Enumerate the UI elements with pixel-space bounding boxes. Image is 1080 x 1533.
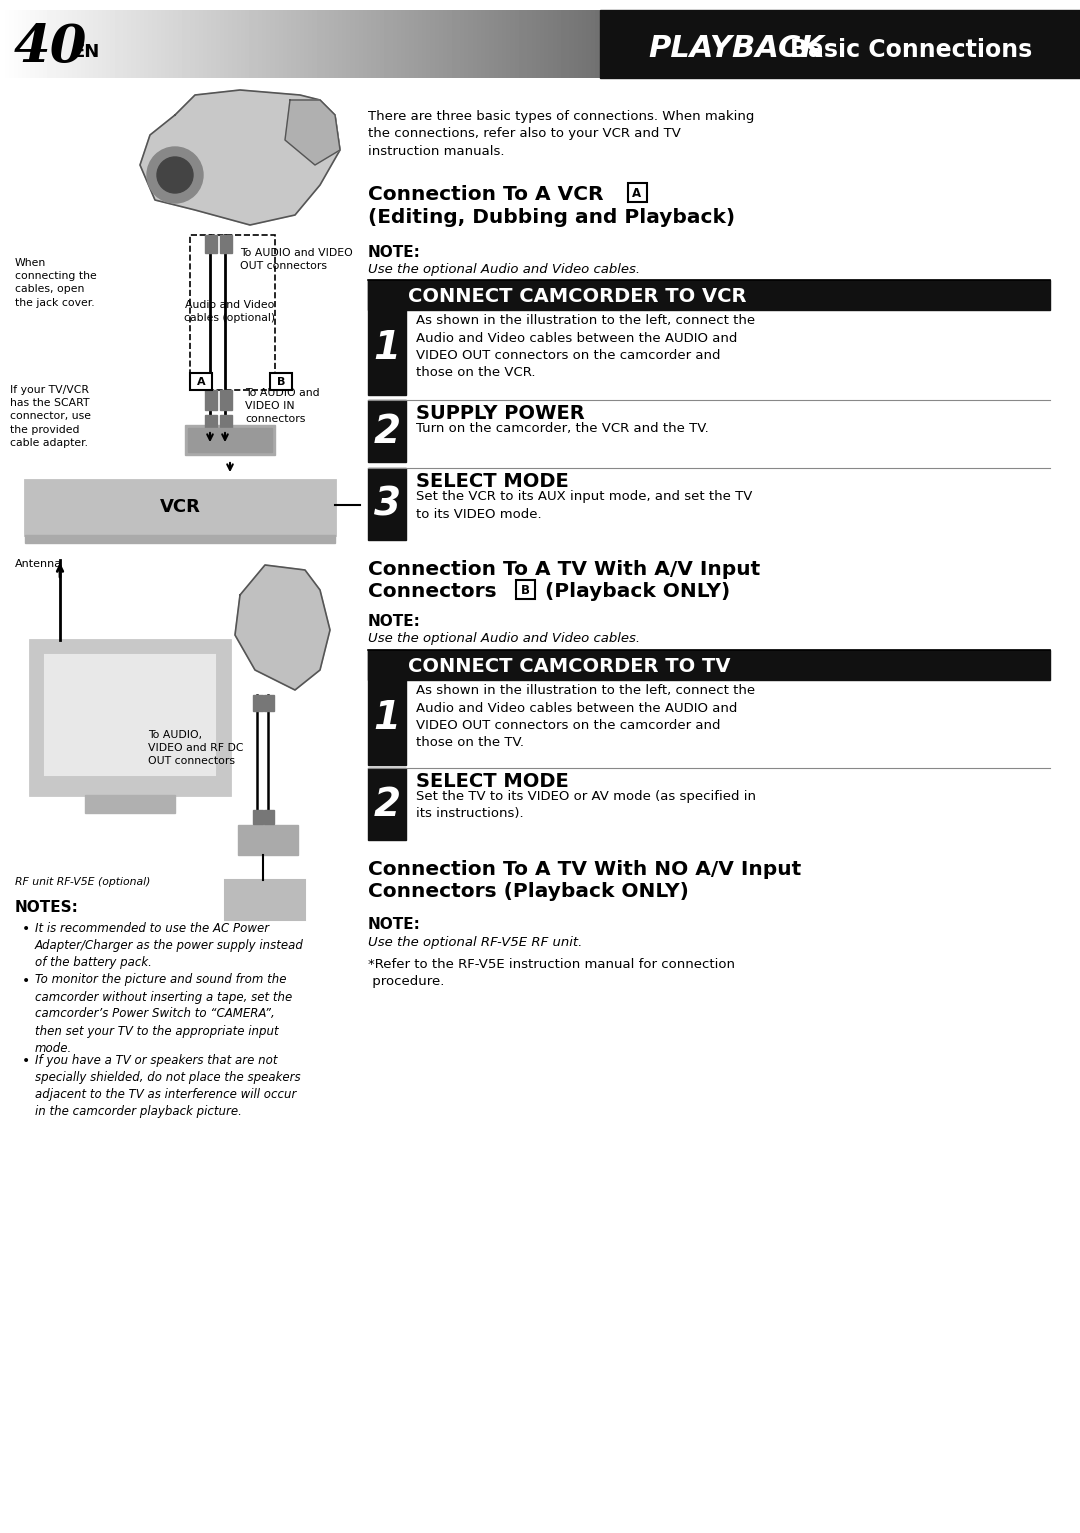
Bar: [368, 281, 1050, 310]
Text: Connection To A TV With A/V Input: Connection To A TV With A/V Input: [368, 560, 760, 579]
Polygon shape: [140, 90, 340, 225]
Bar: [85, 796, 175, 812]
Bar: [368, 468, 406, 540]
Bar: [270, 373, 292, 389]
Text: To monitor the picture and sound from the
camcorder without inserting a tape, se: To monitor the picture and sound from th…: [35, 973, 293, 1055]
Bar: [45, 655, 215, 776]
Bar: [368, 650, 406, 765]
Text: VCR: VCR: [160, 498, 201, 517]
Bar: [205, 389, 217, 409]
Text: B: B: [276, 377, 285, 386]
Text: NOTES:: NOTES:: [15, 900, 79, 915]
Text: (Editing, Dubbing and Playback): (Editing, Dubbing and Playback): [368, 208, 735, 227]
Bar: [30, 639, 230, 796]
Text: 40: 40: [14, 21, 87, 74]
Bar: [220, 235, 232, 253]
Text: (Playback ONLY): (Playback ONLY): [538, 583, 730, 601]
Text: 1: 1: [374, 330, 401, 366]
Bar: [205, 235, 217, 253]
Text: SELECT MODE: SELECT MODE: [416, 773, 569, 791]
Text: Set the VCR to its AUX input mode, and set the TV
to its VIDEO mode.: Set the VCR to its AUX input mode, and s…: [416, 491, 753, 521]
Bar: [253, 694, 264, 711]
Text: Use the optional Audio and Video cables.: Use the optional Audio and Video cables.: [368, 264, 640, 276]
Text: To AUDIO,
VIDEO and RF DC
OUT connectors: To AUDIO, VIDEO and RF DC OUT connectors: [148, 730, 243, 766]
Text: •: •: [22, 973, 30, 987]
Bar: [25, 535, 335, 543]
Circle shape: [157, 156, 193, 193]
Text: Turn on the camcorder, the VCR and the TV.: Turn on the camcorder, the VCR and the T…: [416, 422, 708, 435]
Text: 3: 3: [374, 486, 401, 524]
Bar: [188, 428, 272, 452]
Text: If your TV/VCR
has the SCART
connector, use
the provided
cable adapter.: If your TV/VCR has the SCART connector, …: [10, 385, 91, 448]
Text: *Refer to the RF-V5E instruction manual for connection
 procedure.: *Refer to the RF-V5E instruction manual …: [368, 958, 735, 989]
Text: A: A: [197, 377, 205, 386]
Text: Set the TV to its VIDEO or AV mode (as specified in
its instructions).: Set the TV to its VIDEO or AV mode (as s…: [416, 789, 756, 820]
Text: SUPPLY POWER: SUPPLY POWER: [416, 405, 584, 423]
Bar: [627, 182, 647, 202]
Text: 2: 2: [374, 412, 401, 451]
Text: •: •: [22, 921, 30, 937]
Text: To AUDIO and
VIDEO IN
connectors: To AUDIO and VIDEO IN connectors: [245, 388, 320, 425]
Text: Audio and Video
cables (optional): Audio and Video cables (optional): [185, 300, 275, 323]
Text: If you have a TV or speakers that are not
specially shielded, do not place the s: If you have a TV or speakers that are no…: [35, 1055, 300, 1118]
Text: To AUDIO and VIDEO
OUT connectors: To AUDIO and VIDEO OUT connectors: [240, 248, 353, 271]
Bar: [368, 650, 1050, 681]
Text: CONNECT CAMCORDER TO VCR: CONNECT CAMCORDER TO VCR: [408, 287, 746, 305]
Bar: [368, 400, 406, 461]
Bar: [185, 425, 275, 455]
Polygon shape: [285, 100, 340, 166]
Text: NOTE:: NOTE:: [368, 245, 421, 261]
Text: 1: 1: [374, 699, 401, 737]
Text: Antenna: Antenna: [15, 560, 63, 569]
Text: Use the optional RF-V5E RF unit.: Use the optional RF-V5E RF unit.: [368, 937, 582, 949]
Text: RF unit RF-V5E (optional): RF unit RF-V5E (optional): [15, 877, 150, 888]
Bar: [225, 880, 305, 920]
Bar: [190, 373, 212, 389]
Bar: [600, 11, 1080, 78]
Bar: [220, 389, 232, 409]
Bar: [516, 579, 535, 599]
Text: It is recommended to use the AC Power
Adapter/Charger as the power supply instea: It is recommended to use the AC Power Ad…: [35, 921, 303, 969]
Bar: [190, 235, 275, 389]
Bar: [264, 809, 274, 825]
Bar: [220, 415, 232, 429]
Polygon shape: [235, 566, 330, 690]
Text: As shown in the illustration to the left, connect the
Audio and Video cables bet: As shown in the illustration to the left…: [416, 314, 755, 380]
Bar: [238, 825, 298, 855]
Bar: [205, 415, 217, 429]
Text: When
connecting the
cables, open
the jack cover.: When connecting the cables, open the jac…: [15, 258, 97, 308]
Text: •: •: [22, 1055, 30, 1069]
Bar: [253, 809, 264, 825]
Text: There are three basic types of connections. When making
the connections, refer a: There are three basic types of connectio…: [368, 110, 754, 158]
Text: Use the optional Audio and Video cables.: Use the optional Audio and Video cables.: [368, 632, 640, 645]
Text: NOTE:: NOTE:: [368, 917, 421, 932]
Text: A: A: [633, 187, 642, 199]
Bar: [25, 480, 335, 535]
Bar: [368, 768, 406, 840]
Circle shape: [147, 147, 203, 202]
Text: Basic Connections: Basic Connections: [789, 38, 1032, 61]
Text: PLAYBACK: PLAYBACK: [648, 34, 824, 63]
Bar: [368, 281, 406, 396]
Text: Connectors (Playback ONLY): Connectors (Playback ONLY): [368, 881, 689, 901]
Text: B: B: [521, 584, 529, 596]
Text: EN: EN: [72, 43, 99, 61]
Text: NOTE:: NOTE:: [368, 615, 421, 629]
Text: Connection To A TV With NO A/V Input: Connection To A TV With NO A/V Input: [368, 860, 801, 878]
Text: As shown in the illustration to the left, connect the
Audio and Video cables bet: As shown in the illustration to the left…: [416, 684, 755, 750]
Text: CONNECT CAMCORDER TO TV: CONNECT CAMCORDER TO TV: [408, 656, 730, 676]
Bar: [264, 694, 274, 711]
Text: 2: 2: [374, 786, 401, 825]
Text: Connection To A VCR: Connection To A VCR: [368, 185, 604, 204]
Text: Connectors: Connectors: [368, 583, 503, 601]
Text: SELECT MODE: SELECT MODE: [416, 472, 569, 491]
